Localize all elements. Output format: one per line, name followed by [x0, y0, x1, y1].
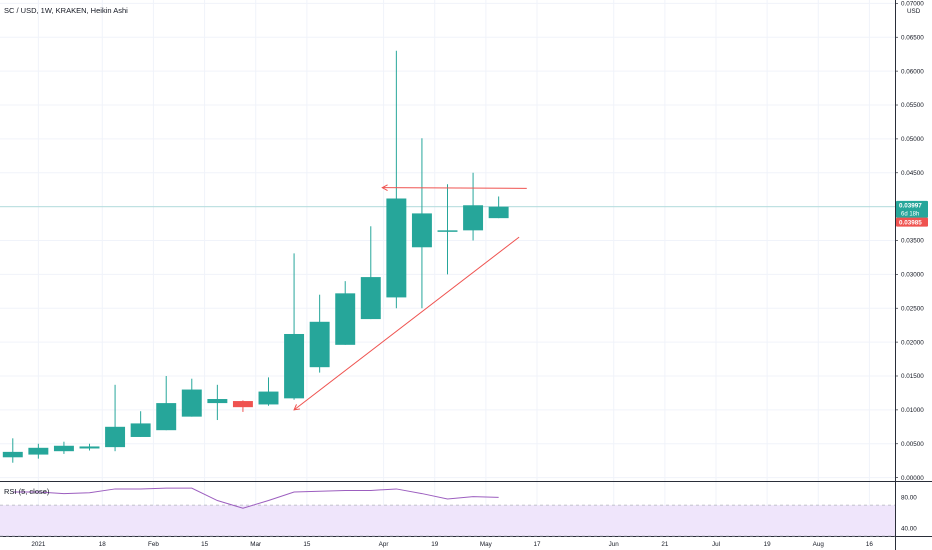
candle[interactable]: [360, 226, 381, 320]
time-tick-label: 15: [303, 541, 311, 548]
time-tick-label: 16: [866, 541, 874, 548]
candle[interactable]: [386, 50, 407, 309]
time-tick-label: 15: [201, 541, 209, 548]
currency-label: USD: [907, 8, 921, 15]
svg-text:6d 18h: 6d 18h: [901, 211, 919, 217]
time-tick-label: May: [480, 541, 493, 548]
arrow-head: [381, 184, 388, 191]
time-tick-label: 19: [764, 541, 772, 548]
arrow-shaft: [382, 187, 527, 189]
candle[interactable]: [181, 378, 202, 417]
candle[interactable]: [284, 253, 305, 400]
chart-title: SC / USD, 1W, KRAKEN, Heikin Ashi: [4, 6, 128, 15]
arrow-shaft: [293, 236, 520, 411]
candle-body: [258, 391, 279, 405]
time-tick-label: 17: [533, 541, 541, 548]
candle-body: [488, 206, 509, 219]
arrow-annotation[interactable]: [293, 236, 520, 411]
price-tick-label: 0.01000: [901, 407, 924, 414]
candle[interactable]: [207, 384, 228, 421]
candle-body: [411, 213, 432, 248]
time-tick-label: 19: [431, 541, 439, 548]
candle[interactable]: [309, 294, 330, 373]
candle-body: [2, 451, 23, 458]
price-tick-label: 0.00500: [901, 441, 924, 448]
time-tick-label: Mar: [250, 541, 261, 548]
candle[interactable]: [488, 196, 509, 219]
time-tick-label: 2021: [31, 541, 46, 548]
candle[interactable]: [156, 375, 177, 431]
candle-body: [130, 423, 151, 437]
time-tick-label: 21: [661, 541, 669, 548]
candle-body: [309, 321, 330, 368]
vertical-grid: [37, 0, 870, 536]
drawing-annotations[interactable]: [293, 184, 527, 411]
candle[interactable]: [258, 377, 279, 406]
price-tick-label: 0.06500: [901, 34, 924, 41]
candle-body: [181, 389, 202, 417]
candle[interactable]: [2, 438, 23, 463]
rsi-tick-upper: 80.00: [901, 495, 917, 502]
candle-body: [105, 426, 126, 448]
rsi-band: [0, 505, 895, 536]
candle[interactable]: [411, 138, 432, 309]
svg-text:0.03985: 0.03985: [899, 220, 922, 227]
candle-body: [28, 447, 49, 455]
candle[interactable]: [130, 411, 151, 437]
candle[interactable]: [53, 441, 74, 454]
candle-body: [53, 445, 74, 452]
rsi-label: RSI (5, close): [4, 487, 50, 496]
price-tick-label: 0.05500: [901, 102, 924, 109]
svg-text:0.03997: 0.03997: [899, 202, 922, 209]
price-tick-label: 0.06000: [901, 68, 924, 75]
rsi-line: [12, 487, 499, 509]
arrow-annotation[interactable]: [381, 184, 527, 191]
price-tick-label: 0.03500: [901, 238, 924, 245]
candle-body: [156, 403, 177, 431]
candle[interactable]: [105, 384, 126, 452]
time-tick-label: Jun: [609, 541, 620, 548]
candle-body: [284, 333, 305, 399]
price-tick-label: 0.02000: [901, 339, 924, 346]
candle-body: [207, 399, 228, 404]
arrow-head: [293, 404, 301, 411]
candle[interactable]: [28, 443, 49, 459]
candle-body: [79, 446, 100, 449]
candle[interactable]: [232, 400, 253, 412]
ask-price-tag: 0.03985: [896, 217, 928, 227]
price-tick-label: 0.07000: [901, 1, 924, 8]
time-tick-label: Feb: [148, 541, 159, 548]
time-tick-label: 18: [99, 541, 107, 548]
time-tick-label: Jul: [712, 541, 720, 548]
candle-body: [232, 401, 253, 408]
price-tick-label: 0.01500: [901, 373, 924, 380]
candle-body: [386, 198, 407, 298]
candle-body: [335, 293, 356, 345]
time-axis[interactable]: 2021 18 Feb 15 Mar 15 Apr 19 May 17 Jun 21 Jul 19 Aug 1…: [31, 541, 873, 548]
rsi-tick-lower: 40.00: [901, 525, 917, 532]
time-tick-label: Aug: [813, 541, 825, 548]
last-price-tag: 0.03997 6d 18h: [896, 200, 928, 218]
candle[interactable]: [437, 184, 458, 275]
candle-body: [463, 205, 484, 231]
price-tick-label: 0.04500: [901, 170, 924, 177]
time-tick-label: Apr: [379, 541, 389, 548]
candle[interactable]: [79, 443, 100, 451]
candle-body: [360, 277, 381, 320]
price-tick-label: 0.03000: [901, 272, 924, 279]
candle[interactable]: [335, 281, 356, 345]
candle-series[interactable]: [2, 50, 509, 463]
candle-body: [437, 230, 458, 232]
price-tick-label: 0.00000: [901, 475, 924, 482]
candle[interactable]: [463, 172, 484, 241]
price-tick-label: 0.02500: [901, 305, 924, 312]
price-tick-label: 0.05000: [901, 136, 924, 143]
